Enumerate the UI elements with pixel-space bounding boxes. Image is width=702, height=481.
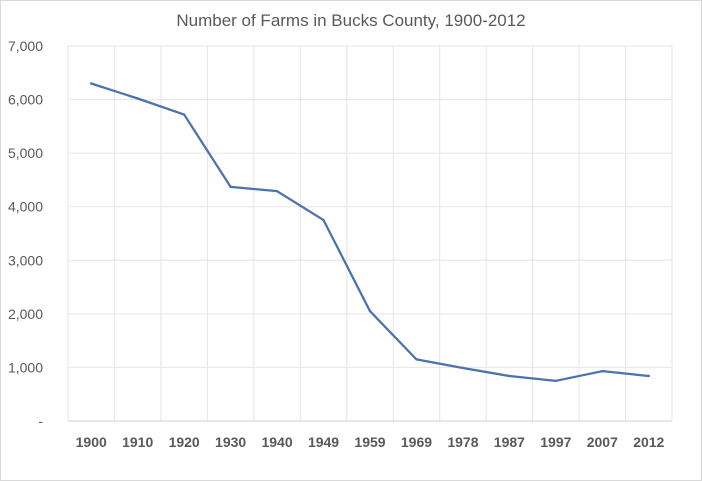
- x-tick-label: 1940: [261, 434, 292, 450]
- x-tick-label: 2007: [587, 434, 618, 450]
- data-point: [182, 113, 186, 116]
- y-tick-label: 6,000: [8, 92, 43, 108]
- x-tick-label: 1900: [76, 434, 107, 450]
- data-point: [554, 379, 558, 383]
- data-point: [415, 358, 418, 361]
- y-tick-label: 7,000: [8, 38, 43, 54]
- data-point: [90, 82, 93, 85]
- x-tick-label: 1959: [354, 434, 385, 450]
- x-tick-label: 1930: [215, 434, 246, 450]
- x-tick-label: 2012: [633, 434, 664, 450]
- data-point: [601, 369, 604, 373]
- data-point: [508, 374, 511, 378]
- x-tick-label: 1920: [169, 434, 200, 450]
- x-tick-label: 1969: [401, 434, 432, 450]
- data-point: [647, 374, 650, 378]
- data-point: [461, 366, 465, 370]
- data-point: [229, 185, 232, 189]
- x-tick-label: 1997: [540, 434, 571, 450]
- data-point: [275, 189, 279, 193]
- y-tick-label: 2,000: [8, 306, 43, 322]
- data-point: [136, 97, 139, 100]
- data-point: [368, 309, 372, 313]
- y-tick-label: -: [38, 413, 43, 429]
- y-tick-label: 5,000: [8, 145, 43, 161]
- x-tick-label: 1987: [494, 434, 525, 450]
- series-line: [90, 82, 650, 382]
- x-tick-label: 1978: [447, 434, 478, 450]
- y-tick-label: 4,000: [8, 199, 43, 215]
- y-tick-label: 1,000: [8, 359, 43, 375]
- chart-title: Number of Farms in Bucks County, 1900-20…: [176, 11, 526, 30]
- x-tick-label: 1949: [308, 434, 339, 450]
- y-tick-label: 3,000: [8, 252, 43, 268]
- x-tick-label: 1910: [122, 434, 153, 450]
- data-point: [322, 218, 325, 222]
